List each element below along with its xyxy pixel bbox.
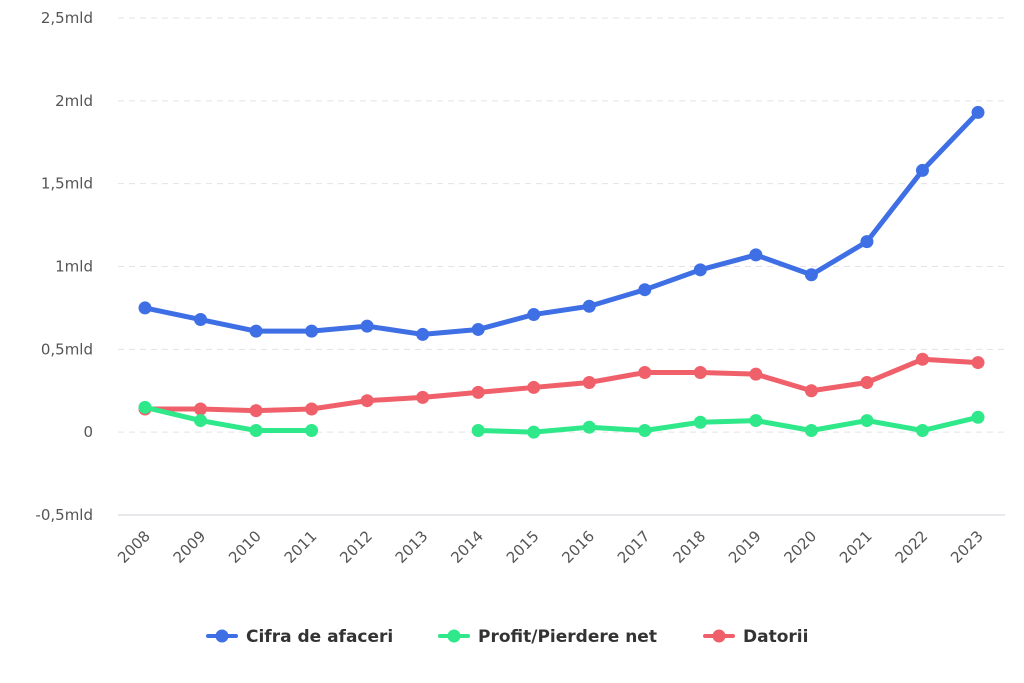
x-tick-label: 2009	[170, 527, 210, 567]
series-0	[138, 105, 985, 341]
data-point[interactable]	[471, 322, 485, 336]
legend-label: Profit/Pierdere net	[478, 627, 657, 647]
data-point[interactable]	[249, 404, 263, 418]
data-point[interactable]	[194, 414, 208, 428]
data-point[interactable]	[527, 308, 541, 322]
data-point[interactable]	[305, 324, 319, 338]
legend: Cifra de afaceri Profit/Pierdere net Dator…	[206, 627, 808, 647]
x-tick-label: 2015	[503, 527, 543, 567]
data-point[interactable]	[471, 424, 485, 438]
legend-label: Cifra de afaceri	[246, 627, 393, 647]
data-point[interactable]	[527, 425, 541, 439]
gridlines	[118, 17, 1005, 516]
x-tick-label: 2021	[836, 527, 876, 567]
series-line	[142, 109, 981, 337]
x-tick-label: 2016	[558, 527, 598, 567]
data-point[interactable]	[138, 301, 152, 315]
data-point[interactable]	[971, 105, 985, 119]
x-tick-label: 2008	[114, 527, 154, 567]
data-point[interactable]	[693, 366, 707, 380]
x-tick-label: 2019	[725, 527, 765, 567]
data-point[interactable]	[860, 414, 874, 428]
legend-marker	[712, 629, 726, 643]
x-tick-label: 2018	[669, 527, 709, 567]
data-point[interactable]	[749, 367, 763, 381]
legend-item[interactable]: Profit/Pierdere net	[438, 627, 657, 647]
x-tick-label: 2014	[447, 527, 487, 567]
data-point[interactable]	[194, 402, 208, 416]
data-point[interactable]	[638, 283, 652, 297]
data-point[interactable]	[638, 366, 652, 380]
data-point[interactable]	[971, 356, 985, 370]
data-point[interactable]	[527, 380, 541, 394]
x-tick-label: 2020	[780, 527, 820, 567]
data-point[interactable]	[582, 375, 596, 389]
y-tick-label: 2,5mld	[41, 9, 93, 27]
data-point[interactable]	[194, 313, 208, 327]
series-2	[138, 352, 985, 418]
data-point[interactable]	[360, 394, 374, 408]
data-point[interactable]	[693, 415, 707, 429]
y-tick-label: 2mld	[55, 92, 93, 110]
data-point[interactable]	[915, 352, 929, 366]
data-point[interactable]	[971, 410, 985, 424]
data-point[interactable]	[804, 268, 818, 282]
x-tick-label: 2017	[614, 527, 654, 567]
data-point[interactable]	[249, 424, 263, 438]
data-point[interactable]	[416, 390, 430, 404]
data-point[interactable]	[582, 420, 596, 434]
data-point[interactable]	[249, 324, 263, 338]
x-tick-label: 2010	[225, 527, 265, 567]
data-point[interactable]	[804, 424, 818, 438]
y-tick-label: 0	[83, 423, 93, 441]
data-point[interactable]	[749, 414, 763, 428]
series-1	[138, 400, 985, 439]
data-point[interactable]	[416, 327, 430, 341]
series-group	[138, 105, 985, 439]
y-axis: 2,5mld 2mld 1,5mld 1mld 0,5mld 0 -0,5mld	[35, 9, 93, 524]
data-point[interactable]	[471, 385, 485, 399]
y-tick-label: -0,5mld	[35, 506, 93, 524]
x-tick-label: 2022	[892, 527, 932, 567]
series-line	[142, 404, 315, 434]
legend-label: Datorii	[743, 627, 808, 647]
x-axis: 2008 2009 2010 2011 2012 2013 2014 2015 2016 2017…	[114, 527, 987, 567]
series-line	[475, 414, 981, 435]
legend-item[interactable]: Datorii	[703, 627, 808, 647]
x-tick-label: 2013	[392, 527, 432, 567]
data-point[interactable]	[804, 384, 818, 398]
data-point[interactable]	[305, 424, 319, 438]
data-point[interactable]	[749, 248, 763, 262]
data-point[interactable]	[693, 263, 707, 277]
data-point[interactable]	[305, 402, 319, 416]
data-point[interactable]	[138, 400, 152, 414]
legend-marker	[447, 629, 461, 643]
legend-item[interactable]: Cifra de afaceri	[206, 627, 393, 647]
data-point[interactable]	[915, 163, 929, 177]
data-point[interactable]	[860, 375, 874, 389]
data-point[interactable]	[638, 424, 652, 438]
legend-marker	[215, 629, 229, 643]
data-point[interactable]	[860, 235, 874, 249]
y-tick-label: 1mld	[55, 258, 93, 276]
data-point[interactable]	[360, 319, 374, 333]
data-point[interactable]	[582, 299, 596, 313]
x-tick-label: 2012	[336, 527, 376, 567]
series-line	[142, 356, 981, 414]
x-tick-label: 2011	[281, 527, 321, 567]
x-tick-label: 2023	[947, 527, 987, 567]
y-tick-label: 0,5mld	[41, 340, 93, 358]
y-tick-label: 1,5mld	[41, 175, 93, 193]
data-point[interactable]	[915, 424, 929, 438]
